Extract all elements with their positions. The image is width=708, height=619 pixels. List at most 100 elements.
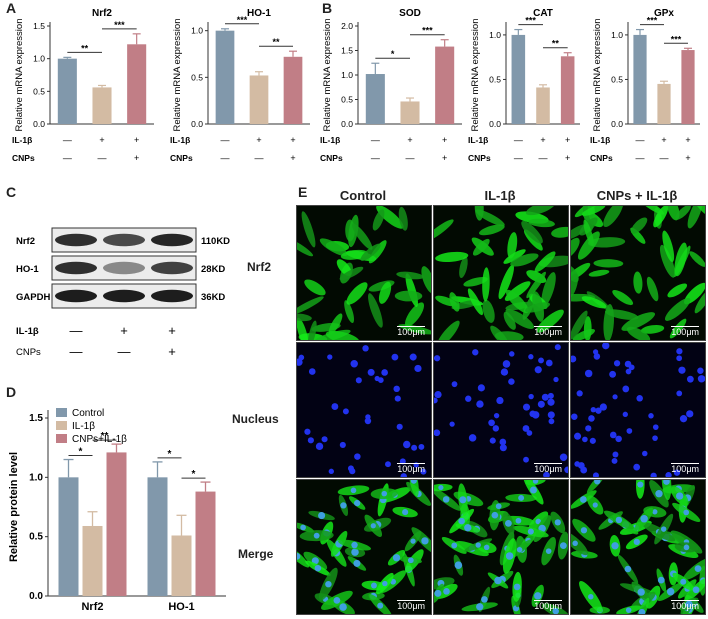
y-tick-label-nrf2-0: 0.0: [33, 119, 45, 129]
bar-cat-0: [511, 34, 526, 124]
nucleus-2-0-18: [392, 554, 401, 562]
cell-0-0-17: [297, 237, 314, 257]
cell-0-1-12: [498, 264, 514, 300]
treatment-sign-gpx-cnps-2: +: [685, 153, 690, 163]
nucleus-1-0-1: [364, 417, 372, 425]
cell-0-0-35: [339, 266, 364, 281]
blot-treatment-sign-cnps-1: —: [118, 344, 131, 359]
if-image-canvas-2-1: [434, 480, 568, 614]
nucleus-1-1-0: [522, 425, 530, 432]
legend-label-protein-1: IL-1β: [72, 421, 95, 432]
nucleus-1-0-8: [355, 377, 362, 384]
nucleus-1-1-42: [509, 351, 515, 357]
nucleus-1-2-7: [576, 390, 583, 397]
bar-cat-2: [560, 56, 575, 124]
gpx-mrna-chart: GPx Relative mRNA expression 0.0 0.5 1.0 *** *…: [590, 8, 700, 163]
nucleus-1-2-23: [582, 436, 588, 443]
if-image-canvas-1-1: [434, 343, 568, 477]
treatment-sign-nrf2-cnps-0: —: [63, 153, 72, 163]
if-image-canvas-2-0: [297, 480, 431, 614]
if-image-1-1: 100μm: [433, 342, 569, 478]
nucleus-1-0-14: [394, 395, 401, 402]
nucleus-1-1-4: [559, 453, 568, 461]
bar-ho1-1: [249, 75, 269, 124]
blot-treatment-label-il1b: IL-1β: [16, 326, 39, 337]
nucleus-1-1-27: [434, 355, 441, 362]
if-image-2-0: 100μm: [296, 479, 432, 615]
nucleus-2-0-8: [402, 509, 409, 516]
blot-treatment-sign-il1b-1: +: [120, 323, 128, 338]
cell-0-0-9: [404, 302, 425, 327]
cell-0-1-39: [551, 226, 568, 238]
nucleus-2-0-3: [351, 548, 359, 556]
cell-0-0-22: [421, 266, 431, 294]
nucleus-2-2-24: [611, 542, 619, 550]
treatment-label-cat-cnps: CNPs: [468, 153, 491, 163]
blot-label-2: GAPDH: [16, 292, 50, 303]
cell-0-0-29: [372, 209, 385, 231]
cell-0-1-28: [475, 209, 505, 227]
treatment-sign-nrf2-cnps-2: +: [134, 153, 139, 163]
cell-0-1-26: [510, 253, 539, 267]
y-tick-label-cat-2: 1.0: [489, 30, 501, 40]
nucleus-1-2-30: [676, 355, 683, 362]
nucleus-1-0-24: [365, 414, 371, 420]
cell-0-1-8: [463, 277, 488, 287]
nucleus-1-1-7: [468, 434, 477, 442]
nucleus-2-2-12: [624, 565, 632, 573]
nucleus-1-0-5: [350, 359, 358, 368]
scale-bar-0-1: 100μm: [534, 326, 562, 337]
cell-0-2-44: [638, 206, 665, 215]
nucleus-2-2-39: [572, 540, 578, 547]
nucleus-1-0-34: [374, 375, 380, 382]
y-tick-label-gpx-0: 0.0: [611, 119, 623, 129]
nucleus-1-2-45: [686, 410, 694, 418]
treatment-sign-ho1-cnps-0: —: [221, 153, 230, 163]
nucleus-2-2-45: [638, 608, 646, 614]
cell-0-0-14: [378, 281, 392, 304]
cell-0-2-22: [626, 326, 651, 340]
nucleus-2-1-40: [475, 542, 481, 548]
nucleus-1-1-25: [489, 437, 496, 444]
nucleus-1-1-37: [477, 384, 485, 392]
cell-0-1-37: [467, 288, 483, 316]
if-image-1-0: 100μm: [296, 342, 432, 478]
nucleus-2-2-31: [594, 480, 601, 485]
treatment-sign-sod-cnps-0: —: [371, 153, 380, 163]
treatment-sign-ho1-cnps-1: —: [255, 153, 264, 163]
cell-0-0-36: [325, 330, 360, 340]
y-tick-label-nrf2-3: 1.5: [33, 21, 45, 31]
nucleus-1-2-1: [584, 369, 593, 378]
nucleus-1-2-16: [592, 472, 599, 477]
nucleus-1-1-28: [528, 354, 534, 360]
bar-gpx-1: [657, 83, 671, 124]
nucleus-2-0-23: [350, 487, 357, 494]
cell-0-2-38: [693, 206, 705, 218]
nucleus-2-1-35: [451, 542, 458, 549]
y-axis-label-nrf2: Relative mRNA expression: [14, 19, 25, 132]
sig-label-sod-1: ***: [422, 26, 433, 36]
blot-band-2-0: [55, 289, 97, 303]
treatment-sign-sod-il1b-0: —: [371, 135, 380, 145]
cell-0-2-23: [633, 271, 643, 294]
y-tick-label-ho1-2: 1.0: [191, 26, 203, 36]
nucleus-1-1-36: [449, 421, 455, 427]
nucleus-2-2-36: [683, 544, 690, 551]
nucleus-1-0-17: [339, 441, 346, 449]
bar-protein-1-1: [171, 535, 192, 596]
bar-nrf2-2: [127, 44, 147, 124]
cell-0-0-10: [319, 238, 348, 257]
nucleus-1-0-28: [331, 403, 339, 410]
nucleus-1-0-0: [315, 442, 324, 451]
cell-0-1-13: [503, 249, 526, 264]
chart-title-nrf2: Nrf2: [92, 8, 112, 19]
cell-0-1-36: [528, 218, 555, 228]
cell-0-0-26: [368, 293, 383, 328]
y-tick-label-sod-3: 1.5: [341, 46, 353, 56]
cell-0-2-24: [674, 242, 688, 277]
bar-sod-2: [435, 46, 455, 124]
cell-0-1-14: [478, 224, 505, 236]
panel-letter-b: B: [322, 0, 333, 16]
bar-nrf2-0: [57, 58, 77, 124]
nucleus-1-2-38: [615, 435, 622, 443]
